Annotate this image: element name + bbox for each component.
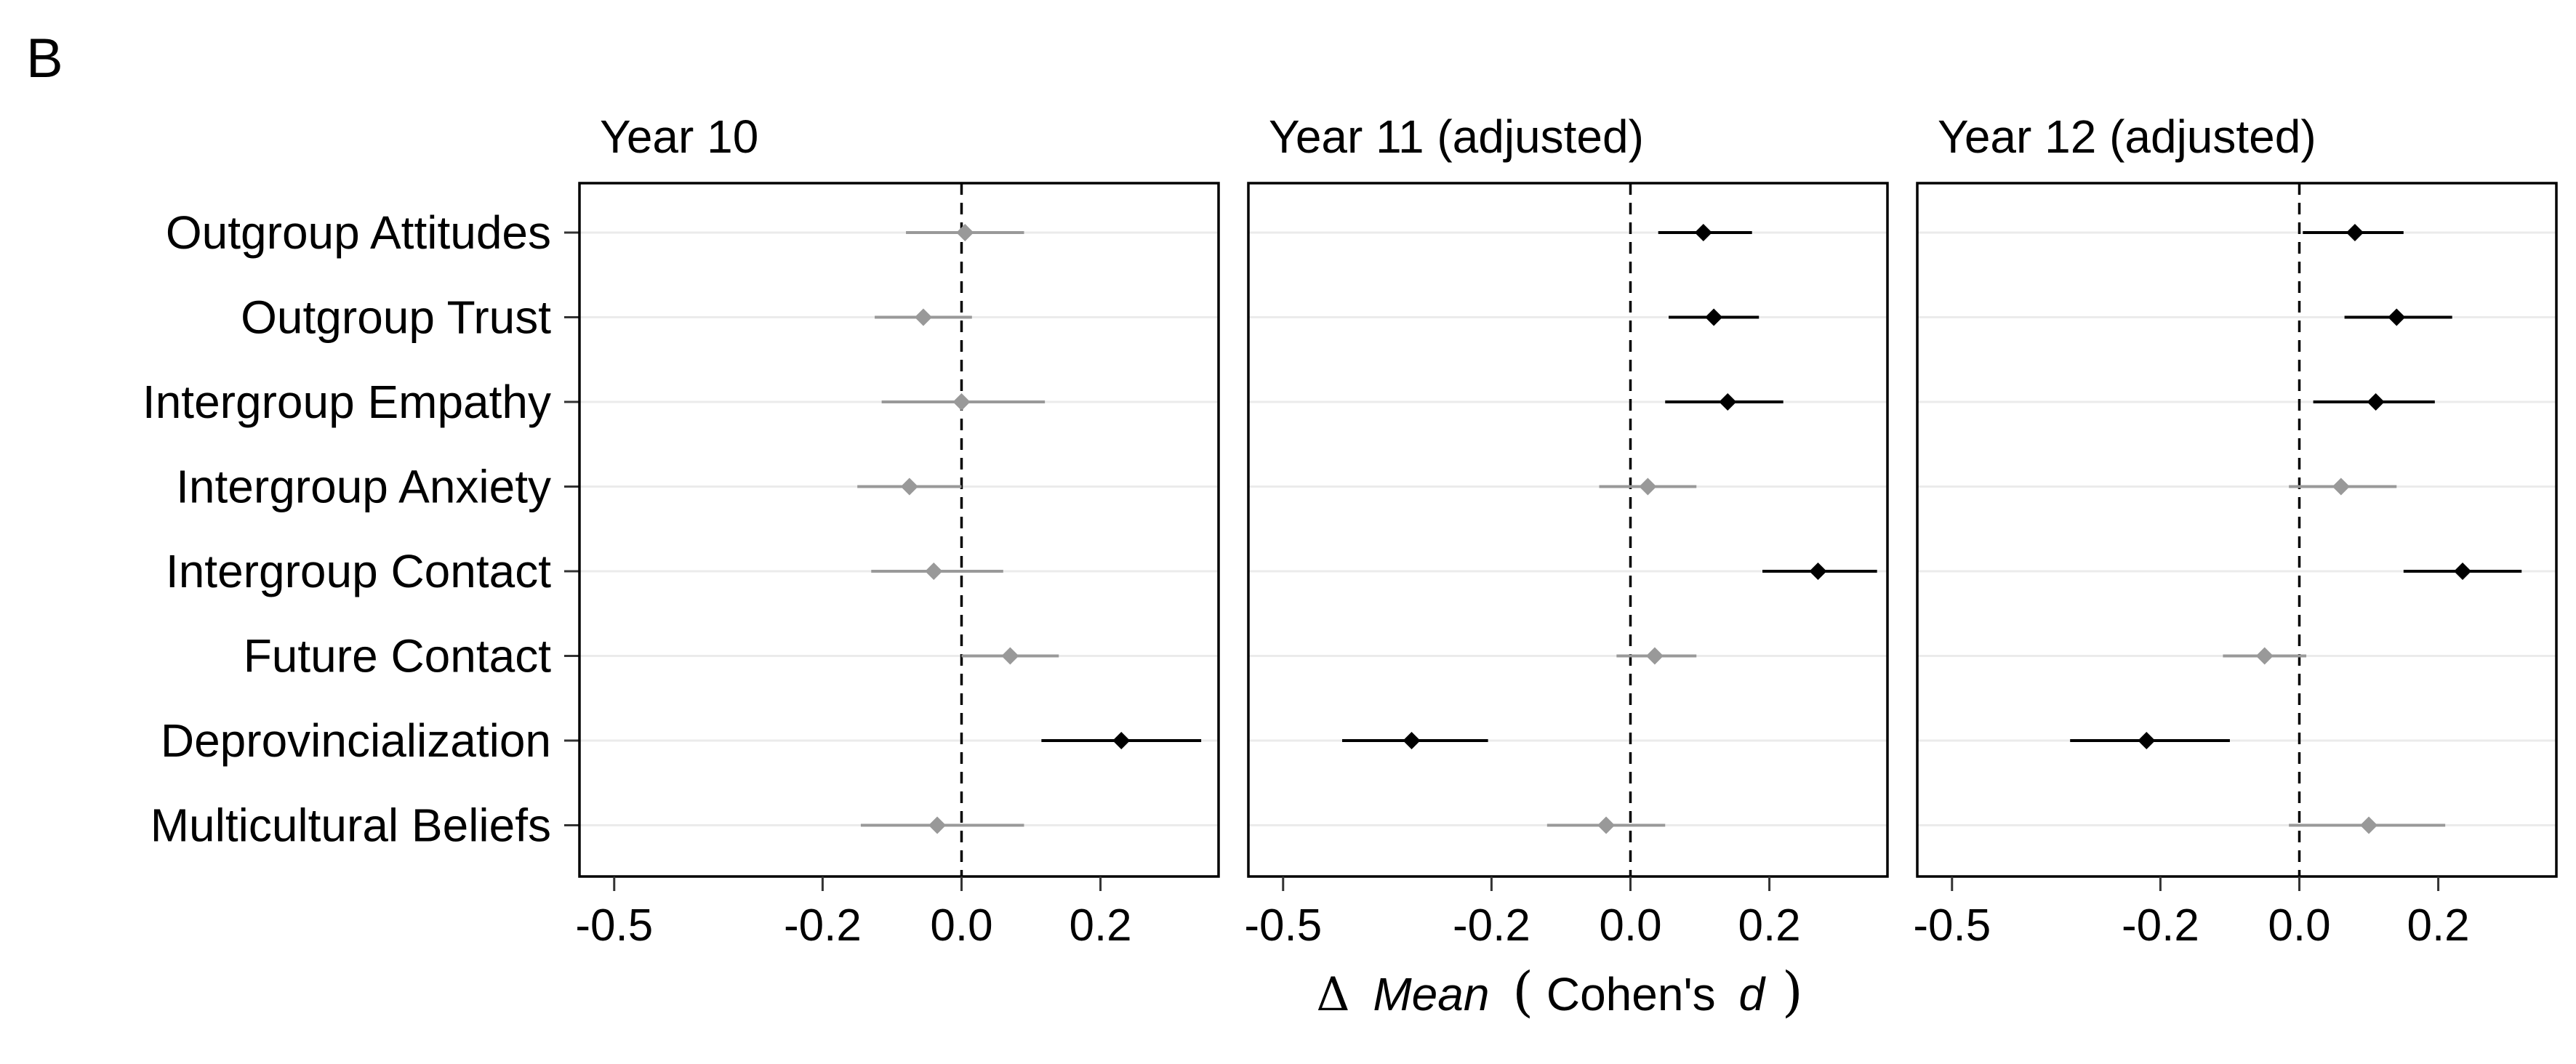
estimate-multicultural-beliefs: [1597, 816, 1616, 834]
panel-title: Year 10: [600, 110, 758, 163]
x-tick-label: -0.2: [784, 900, 862, 951]
estimate-multicultural-beliefs: [928, 816, 947, 834]
panel-label: B: [26, 28, 63, 89]
panel-frame: [578, 182, 1220, 878]
x-tick-label: -0.5: [1913, 900, 1991, 951]
panels: Year 10 -0.5 -0.2 0.0 0.2 Year 11 (adjusted) -…: [575, 110, 2558, 951]
y-axis-labels: Outgroup Attitudes Outgroup Trust Intergro…: [143, 206, 579, 852]
x-label-mean: Mean: [1373, 968, 1489, 1020]
x-label-delta: Δ: [1316, 968, 1349, 1022]
x-tick-label: 0.2: [1069, 900, 1131, 951]
x-tick-label: 0.2: [2407, 900, 2469, 951]
x-label-open-paren: (: [1512, 961, 1533, 1023]
estimate-intergroup-empathy: [952, 393, 971, 411]
estimate-outgroup-trust: [1705, 308, 1723, 326]
x-tick-label: -0.5: [1244, 900, 1322, 951]
x-tick-label: -0.2: [2122, 900, 2199, 951]
panel-title: Year 11 (adjusted): [1269, 110, 1644, 163]
x-tick-label: 0.2: [1738, 900, 1800, 951]
x-label-d: d: [1738, 968, 1766, 1020]
x-tick-label: -0.5: [575, 900, 653, 951]
estimate-intergroup-contact: [2454, 563, 2472, 580]
x-tick-label: 0.0: [1599, 900, 1661, 951]
estimate-intergroup-anxiety: [2332, 477, 2350, 496]
estimate-intergroup-empathy: [1719, 393, 1737, 411]
estimate-outgroup-trust: [914, 308, 932, 326]
estimate-outgroup-attitudes: [956, 224, 974, 241]
panel-title: Year 12 (adjusted): [1938, 110, 2316, 163]
estimate-outgroup-attitudes: [1694, 224, 1712, 241]
category-label-multicultural-beliefs: Multicultural Beliefs: [151, 799, 551, 852]
category-label-future-contact: Future Contact: [244, 630, 552, 682]
estimate-deprovincialization: [1403, 732, 1421, 749]
estimate-multicultural-beliefs: [2360, 816, 2378, 834]
estimate-intergroup-anxiety: [1639, 477, 1657, 496]
estimate-outgroup-attitudes: [2346, 224, 2364, 241]
category-label-intergroup-empathy: Intergroup Empathy: [143, 376, 551, 428]
x-label-cohens: Cohen's: [1546, 968, 1716, 1020]
category-label-deprovincialization: Deprovincialization: [161, 714, 551, 767]
estimate-future-contact: [2255, 647, 2274, 665]
panel-year-10: Year 10 -0.5 -0.2 0.0 0.2: [575, 110, 1220, 951]
estimate-intergroup-contact: [925, 563, 943, 580]
estimate-outgroup-trust: [2388, 308, 2406, 326]
x-tick-label: 0.0: [2268, 900, 2330, 951]
estimate-intergroup-contact: [1809, 563, 1827, 580]
panel-frame: [1916, 182, 2558, 878]
estimate-future-contact: [1001, 647, 1019, 665]
estimate-intergroup-anxiety: [900, 477, 918, 496]
x-label-close-paren: ): [1782, 961, 1803, 1023]
category-label-intergroup-anxiety: Intergroup Anxiety: [176, 461, 551, 513]
estimate-future-contact: [1645, 647, 1664, 665]
estimate-deprovincialization: [2138, 732, 2156, 749]
x-tick-label: 0.0: [930, 900, 992, 951]
panel-frame: [1247, 182, 1889, 878]
panel-year-12-adjusted: Year 12 (adjusted) -0.5 -0.2 0.0 0.2: [1913, 110, 2558, 951]
x-axis-label: Δ Mean ( Cohen's d ): [1316, 961, 1802, 1023]
category-label-intergroup-contact: Intergroup Contact: [166, 545, 551, 597]
category-label-outgroup-attitudes: Outgroup Attitudes: [166, 206, 551, 259]
panel-year-11-adjusted: Year 11 (adjusted) -0.5 -0.2 0.0 0.2: [1244, 110, 1889, 951]
estimate-intergroup-empathy: [2367, 393, 2385, 411]
estimate-deprovincialization: [1112, 732, 1131, 749]
x-tick-label: -0.2: [1453, 900, 1530, 951]
category-label-outgroup-trust: Outgroup Trust: [241, 291, 551, 344]
